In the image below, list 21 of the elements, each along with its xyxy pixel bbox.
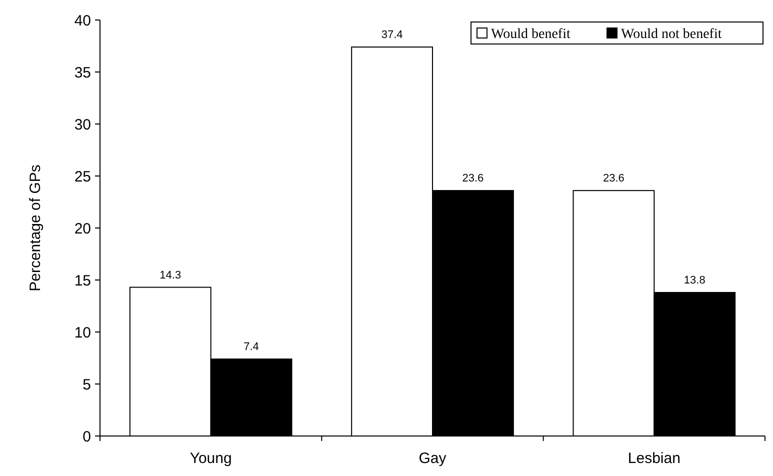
x-tick-label: Lesbian [628, 450, 680, 467]
data-label: 7.4 [244, 341, 259, 354]
y-tick-label: 5 [82, 376, 91, 394]
y-tick-label: 20 [74, 220, 91, 238]
y-tick-label: 30 [74, 116, 91, 134]
data-label: 23.6 [462, 172, 484, 185]
x-tick-label: Gay [418, 450, 447, 467]
legend-label: Would not benefit [621, 27, 722, 42]
y-tick-label: 25 [74, 168, 91, 186]
y-tick-label: 35 [74, 64, 91, 82]
y-tick-label: 10 [74, 324, 91, 342]
y-tick-label: 0 [82, 428, 91, 446]
data-label: 23.6 [603, 172, 624, 185]
data-label: 13.8 [684, 274, 706, 286]
data-label: 37.4 [381, 29, 403, 42]
y-tick-label: 15 [74, 272, 91, 290]
y-axis-title: Percentage of GPs [27, 164, 44, 292]
legend-label: Would benefit [491, 27, 570, 42]
x-tick-label: Young [190, 450, 232, 467]
y-tick-label: 40 [74, 12, 91, 30]
data-label: 14.3 [160, 269, 182, 282]
